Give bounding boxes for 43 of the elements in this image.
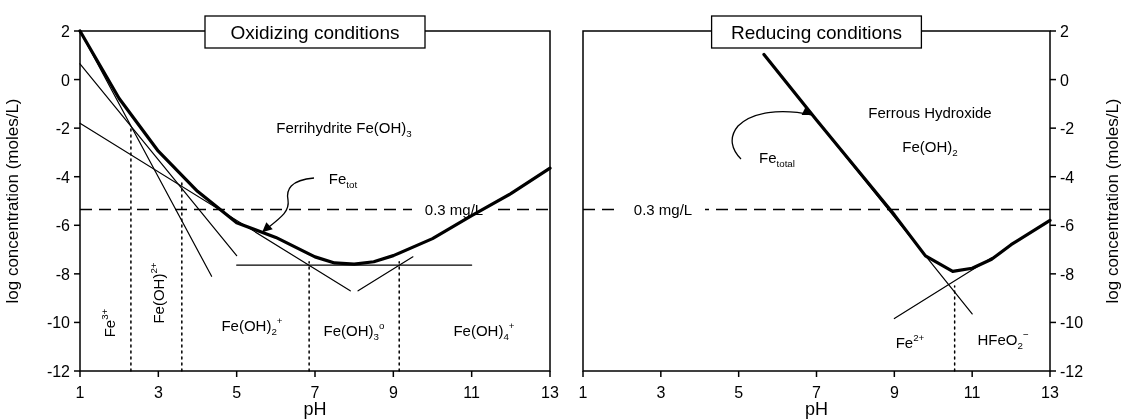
x-tick-label: 11 xyxy=(963,384,981,401)
x-tick-label: 9 xyxy=(889,384,899,401)
x-tick-label: 7 xyxy=(310,384,320,401)
y-axis-title: log concentration (moles/L) xyxy=(3,98,22,304)
x-tick-label: 7 xyxy=(812,384,822,401)
x-tick-label: 13 xyxy=(1041,384,1059,401)
x-tick-label: 9 xyxy=(388,384,398,401)
y-tick-label: -6 xyxy=(55,217,71,235)
y-tick-label: -12 xyxy=(46,363,71,380)
x-tick-label: 3 xyxy=(656,384,666,401)
x-tick-label: 1 xyxy=(75,384,85,401)
annotation: Fe(OH)$_{2}$ xyxy=(902,137,958,159)
chart-title: Oxidizing conditions xyxy=(230,22,400,43)
y-tick-label: -4 xyxy=(55,168,71,186)
y-tick-label: -2 xyxy=(1060,120,1075,138)
y-tick-label: -4 xyxy=(1060,168,1075,186)
annotation: Fe$_{total}$ xyxy=(759,148,795,170)
y-tick-label: -6 xyxy=(1060,217,1075,235)
ref-line-label: 0.3 mg/L xyxy=(633,200,693,218)
annotation: Fe$^{2+}$ xyxy=(895,332,925,351)
x-tick-label: 5 xyxy=(232,384,242,401)
x-tick-label: 5 xyxy=(734,384,744,401)
y-tick-label: -12 xyxy=(1060,363,1084,380)
y-tick-label: -8 xyxy=(1060,265,1075,283)
y-tick-label: 2 xyxy=(1060,23,1069,40)
annotation: Fe$_{tot}$ xyxy=(328,169,358,191)
y-tick-label: -10 xyxy=(46,314,71,332)
y-tick-label: 2 xyxy=(61,23,71,40)
x-axis-title: pH xyxy=(804,399,829,419)
x-axis-title: pH xyxy=(303,399,327,419)
x-tick-label: 3 xyxy=(153,384,163,401)
annotation: Ferrihydrite Fe(OH)$_{3}$ xyxy=(276,118,412,140)
y-tick-label: 0 xyxy=(1060,71,1069,89)
y-tick-label: -10 xyxy=(1060,314,1084,332)
x-tick-label: 1 xyxy=(578,384,588,401)
y-axis-title: log concentration (moles/L) xyxy=(1103,98,1122,304)
y-tick-label: 0 xyxy=(61,71,71,89)
annotation: Ferrous Hydroxide xyxy=(868,103,992,121)
y-tick-label: -2 xyxy=(55,120,71,138)
y-tick-label: -8 xyxy=(55,265,71,283)
chart-title: Reducing conditions xyxy=(730,22,903,43)
x-tick-label: 13 xyxy=(541,384,559,401)
x-tick-label: 11 xyxy=(463,384,481,401)
